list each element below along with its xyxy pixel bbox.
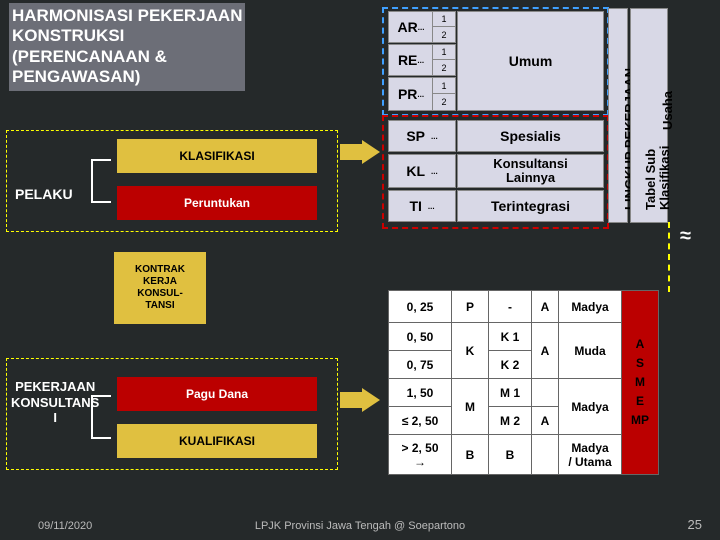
pelaku-label: PELAKU bbox=[15, 186, 73, 202]
t-r4c2: M 2 bbox=[489, 407, 532, 435]
pr-text: PR bbox=[398, 86, 417, 102]
pr-2: 2 bbox=[432, 93, 456, 111]
t-r3c3 bbox=[532, 379, 559, 407]
code-kl: KL... bbox=[388, 154, 456, 188]
slide: HARMONISASI PEKERJAAN KONSTRUKSI (PERENC… bbox=[0, 0, 720, 540]
kl-text: KL bbox=[406, 163, 425, 179]
t-c5: A S M E MP bbox=[622, 291, 659, 475]
t-r0c0: 0, 25 bbox=[389, 291, 452, 323]
re-1: 1 bbox=[432, 44, 456, 60]
kual-table: 0, 25 P - A Madya A S M E MP 0, 50 K K 1… bbox=[388, 290, 659, 475]
t-r4c3: A bbox=[532, 407, 559, 435]
arrow-klas bbox=[340, 140, 380, 164]
ar-1: 1 bbox=[432, 11, 456, 27]
sp-text: SP bbox=[406, 128, 425, 144]
code-pr: PR... bbox=[388, 77, 434, 111]
t-r5c0: > 2, 50 → bbox=[389, 435, 452, 475]
bracket-1 bbox=[91, 159, 111, 203]
code-ar: AR... bbox=[388, 11, 434, 43]
t-r5c1: B bbox=[452, 435, 489, 475]
peruntukan-box: Peruntukan bbox=[117, 186, 317, 220]
umum-desc: Umum bbox=[457, 11, 604, 111]
dashbox-pelaku: KLASIFIKASI Peruntukan PELAKU bbox=[6, 130, 338, 232]
t-r0c3: A bbox=[532, 291, 559, 323]
t-r0c1: P bbox=[452, 291, 489, 323]
t-r1c0: 0, 50 bbox=[389, 323, 452, 351]
re-2: 2 bbox=[432, 59, 456, 76]
t-r5c2: B bbox=[489, 435, 532, 475]
pr-1: 1 bbox=[432, 77, 456, 94]
re-text: RE bbox=[398, 52, 417, 68]
kontrak-box: KONTRAK KERJA KONSUL- TANSI bbox=[114, 252, 206, 324]
bracket-2 bbox=[91, 395, 111, 439]
arrow-pagu bbox=[340, 388, 380, 412]
t-r1c2: K 1 bbox=[489, 323, 532, 351]
konsul-desc: Konsultansi Lainnya bbox=[457, 154, 604, 188]
t-r2c2: K 2 bbox=[489, 351, 532, 379]
t-r0c4: Madya bbox=[559, 291, 622, 323]
pagu-dana-box: Pagu Dana bbox=[117, 377, 317, 411]
t-r3c1: M bbox=[452, 379, 489, 435]
page-number: 25 bbox=[688, 517, 702, 532]
approx-symbol: ≈ bbox=[680, 225, 691, 248]
t-r2c0: 0, 75 bbox=[389, 351, 452, 379]
t-r5c3 bbox=[532, 435, 559, 475]
ti-text: TI bbox=[409, 198, 421, 214]
ar-text: AR bbox=[398, 19, 418, 35]
t-r5c4: Madya / Utama bbox=[559, 435, 622, 475]
t-r1c4: Muda bbox=[559, 323, 622, 379]
code-re: RE... bbox=[388, 44, 434, 76]
slide-footer: LPJK Provinsi Jawa Tengah @ Soepartono bbox=[0, 520, 720, 532]
dashbox-pekerjaan: Pagu Dana KUALIFIKASI PEKERJAAN KONSULTA… bbox=[6, 358, 338, 470]
klasifikasi-box: KLASIFIKASI bbox=[117, 139, 317, 173]
teri-desc: Terintegrasi bbox=[457, 190, 604, 222]
t-r0c2: - bbox=[489, 291, 532, 323]
t-r3c2: M 1 bbox=[489, 379, 532, 407]
vlabel-2b: Usaha bbox=[660, 91, 675, 130]
page-title: HARMONISASI PEKERJAAN KONSTRUKSI (PERENC… bbox=[9, 3, 245, 91]
t-r1c3: A bbox=[532, 323, 559, 379]
code-sp: SP... bbox=[388, 120, 456, 152]
ar-2: 2 bbox=[432, 26, 456, 43]
t-r3c0: 1, 50 bbox=[389, 379, 452, 407]
vlabel-2a: Tabel Sub Klasifikasi bbox=[644, 134, 673, 210]
code-ti: TI... bbox=[388, 190, 456, 222]
t-r1c1: K bbox=[452, 323, 489, 379]
dash-conn-1 bbox=[668, 222, 670, 292]
t-r4c0: ≤ 2, 50 bbox=[389, 407, 452, 435]
t-r3c4: Madya bbox=[559, 379, 622, 435]
spesialis-desc: Spesialis bbox=[457, 120, 604, 152]
kualifikasi-box: KUALIFIKASI bbox=[117, 424, 317, 458]
pekerjaan-label: PEKERJAAN KONSULTANS I bbox=[11, 379, 99, 426]
